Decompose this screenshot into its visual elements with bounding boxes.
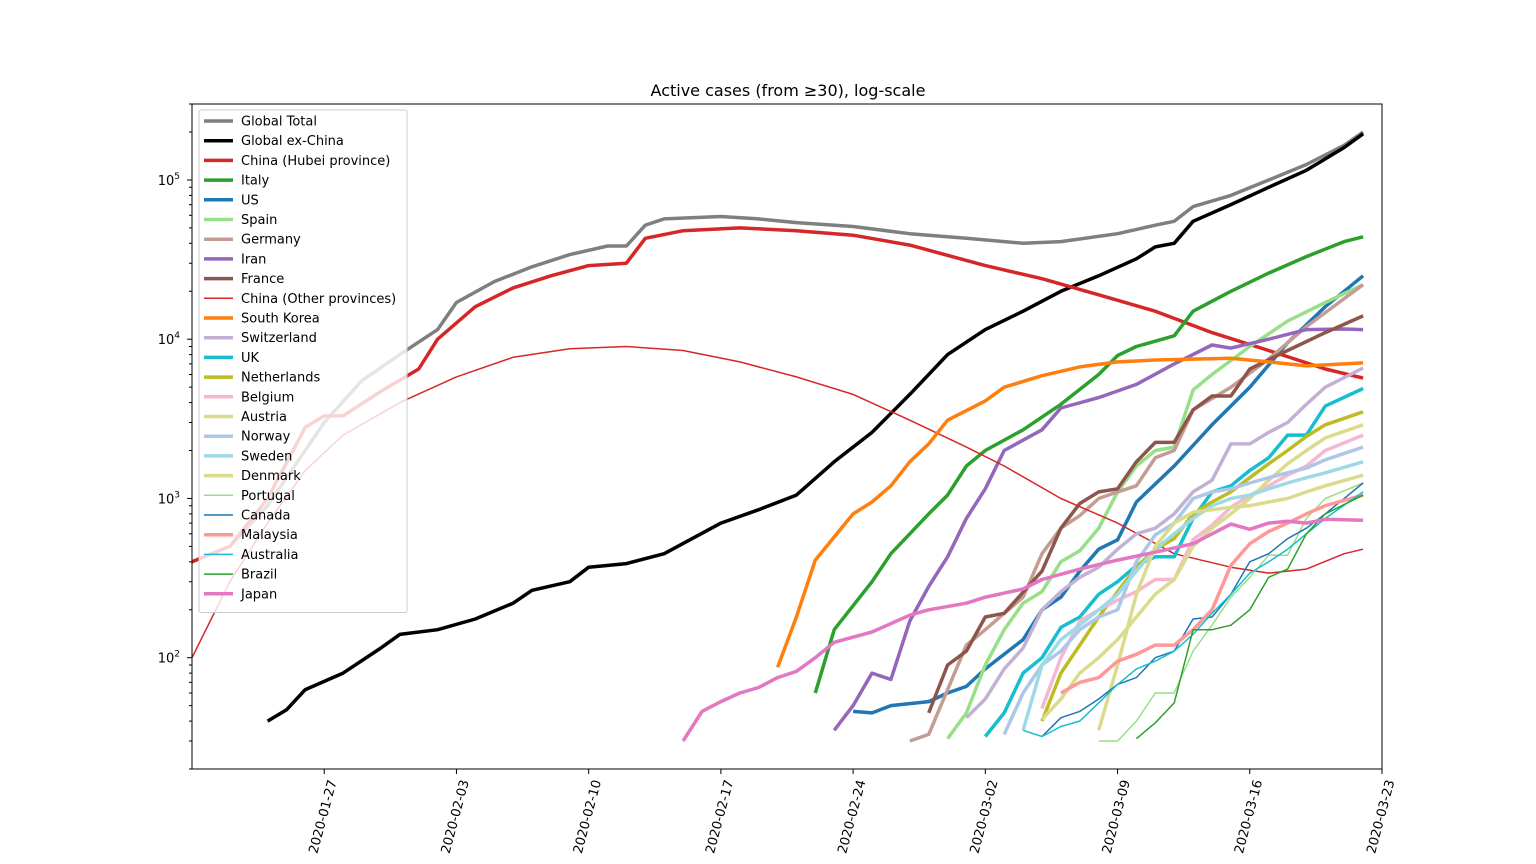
legend-label-14: Belgium [241, 390, 294, 405]
legend-label-16: Norway [241, 430, 291, 445]
series-line-7 [832, 327, 1364, 732]
y-tick-label-1: 103 [158, 490, 180, 507]
legend-label-13: Netherlands [241, 371, 320, 386]
legend-label-1: Global ex-China [241, 134, 344, 149]
legend: Global Total Global ex-China China (Hubei … [198, 109, 408, 613]
series-line-8 [927, 314, 1364, 714]
y-tick-label-3: 105 [158, 172, 180, 189]
legend-label-9: China (Other provinces) [241, 292, 396, 307]
legend-label-11: Switzerland [241, 331, 317, 346]
series-line-11 [965, 366, 1364, 719]
series-line-24 [681, 517, 1364, 742]
chart-title: Active cases (from ≥30), log-scale [651, 81, 926, 100]
series-line-17 [1021, 460, 1364, 731]
legend-label-12: UK [241, 351, 260, 366]
y-tick-label-0: 102 [158, 650, 180, 667]
legend-box [198, 109, 408, 613]
legend-label-2: China (Hubei province) [241, 154, 390, 169]
legend-label-24: Japan [240, 587, 277, 602]
legend-label-23: Brazil [241, 568, 277, 583]
legend-label-22: Australia [241, 548, 299, 563]
legend-label-15: Austria [241, 410, 287, 425]
legend-label-0: Global Total [241, 115, 317, 130]
series-line-3 [813, 235, 1364, 694]
series-line-10 [775, 356, 1364, 668]
legend-label-3: Italy [241, 174, 270, 189]
series-line-21 [1060, 493, 1364, 695]
legend-label-4: US [241, 193, 259, 208]
legend-label-7: Iran [241, 252, 266, 267]
y-axis: 102 103 104 105 [158, 103, 192, 770]
legend-label-6: Germany [241, 233, 301, 248]
legend-label-20: Canada [241, 509, 290, 524]
legend-label-18: Denmark [241, 469, 301, 484]
legend-label-8: France [241, 272, 284, 287]
legend-label-5: Spain [241, 213, 277, 228]
y-tick-label-2: 104 [158, 331, 181, 348]
legend-label-10: South Korea [241, 312, 320, 327]
plot-frame [191, 103, 1383, 770]
series-line-18 [1097, 473, 1364, 731]
series-line-23 [1135, 494, 1364, 740]
series-line-1 [266, 132, 1365, 723]
series-line-15 [1040, 423, 1364, 721]
legend-label-17: Sweden [241, 449, 292, 464]
legend-label-19: Portugal [241, 489, 295, 504]
series-line-22 [1022, 491, 1364, 738]
legend-label-21: Malaysia [241, 528, 298, 543]
series-line-20 [1041, 482, 1364, 738]
series-line-0 [228, 130, 1365, 548]
series-line-12 [983, 386, 1364, 738]
